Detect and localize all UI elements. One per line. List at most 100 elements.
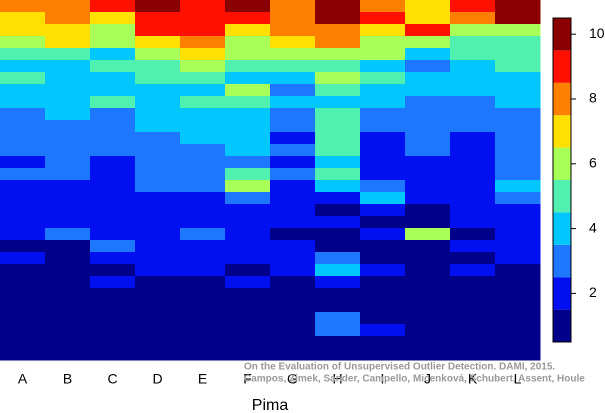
heat-cell (225, 156, 271, 169)
heat-cell (315, 96, 361, 109)
heat-cell (270, 84, 316, 97)
heat-cell (180, 228, 226, 241)
heat-cell (450, 0, 496, 13)
heat-cell (225, 60, 271, 73)
heat-cell (180, 60, 226, 73)
heat-cell (270, 312, 316, 325)
heat-cell (0, 192, 46, 205)
heat-cell (45, 312, 91, 325)
heat-cell (450, 288, 496, 301)
heat-cell (270, 0, 316, 13)
heat-cell (0, 12, 46, 25)
heat-cell (315, 204, 361, 217)
heat-cell (45, 48, 91, 61)
heat-cell (45, 24, 91, 37)
heat-cell (0, 24, 46, 37)
heat-cell (405, 180, 451, 193)
heat-cell (315, 276, 361, 289)
heat-cell (90, 24, 136, 37)
heat-cell (45, 72, 91, 85)
colorbar-level (553, 309, 571, 342)
heat-cell (315, 84, 361, 97)
heat-cell (315, 348, 361, 361)
colorbar-level (553, 277, 571, 310)
heat-cell (495, 192, 541, 205)
heat-cell (45, 192, 91, 205)
heat-cell (135, 252, 181, 265)
heat-cell (135, 156, 181, 169)
heat-cell (90, 48, 136, 61)
heat-cell (405, 216, 451, 229)
colorbar-level (553, 180, 571, 213)
heat-cell (270, 348, 316, 361)
heat-cell (180, 252, 226, 265)
colorbar-level (553, 18, 571, 51)
heat-cell (450, 348, 496, 361)
heat-cell (405, 312, 451, 325)
heat-cell (225, 324, 271, 337)
heat-cell (450, 36, 496, 49)
heat-cell (90, 348, 136, 361)
heat-cell (405, 48, 451, 61)
heat-cell (495, 348, 541, 361)
heat-cell (360, 312, 406, 325)
heat-cell (135, 168, 181, 181)
heat-cell (360, 204, 406, 217)
heat-cell (225, 228, 271, 241)
heat-cell (135, 48, 181, 61)
heat-cell (225, 264, 271, 277)
heat-cell (315, 36, 361, 49)
heat-cell (315, 120, 361, 133)
heat-cell (495, 84, 541, 97)
heat-cell (45, 156, 91, 169)
heat-cell (360, 336, 406, 349)
heat-cell (90, 168, 136, 181)
heat-cell (450, 132, 496, 145)
heat-cell (135, 96, 181, 109)
heat-cell (225, 108, 271, 121)
heat-cell (495, 156, 541, 169)
heat-cell (405, 252, 451, 265)
x-tick-label: L (514, 371, 522, 387)
heat-cell (90, 228, 136, 241)
heat-cell (315, 192, 361, 205)
heat-cell (495, 0, 541, 13)
heat-cell (360, 228, 406, 241)
heat-cell (90, 336, 136, 349)
heat-cell (180, 264, 226, 277)
heat-cell (225, 72, 271, 85)
heat-cell (495, 24, 541, 37)
colorbar-level (553, 50, 571, 83)
heat-cell (495, 240, 541, 253)
heat-cell (450, 324, 496, 337)
heat-cell (180, 84, 226, 97)
heat-cell (450, 144, 496, 157)
heat-cell (360, 264, 406, 277)
heat-cell (180, 144, 226, 157)
heat-cell (45, 60, 91, 73)
heat-cell (270, 300, 316, 313)
heat-cell (270, 336, 316, 349)
heat-cell (405, 0, 451, 13)
heat-cell (405, 96, 451, 109)
heat-cell (45, 144, 91, 157)
heat-cell (405, 288, 451, 301)
heat-cell (45, 108, 91, 121)
heat-cell (0, 300, 46, 313)
heat-cell (450, 156, 496, 169)
heat-cell (360, 48, 406, 61)
heat-cell (495, 216, 541, 229)
heat-cell (225, 252, 271, 265)
heat-cell (180, 288, 226, 301)
heat-cell (45, 324, 91, 337)
heat-cell (0, 228, 46, 241)
heat-cell (180, 36, 226, 49)
heat-cell (315, 60, 361, 73)
heat-cell (450, 276, 496, 289)
colorbar-frame (552, 17, 572, 343)
heat-cell (45, 264, 91, 277)
heat-cell (180, 24, 226, 37)
heat-cell (270, 252, 316, 265)
x-tick-label: B (63, 371, 72, 387)
heat-cell (270, 276, 316, 289)
